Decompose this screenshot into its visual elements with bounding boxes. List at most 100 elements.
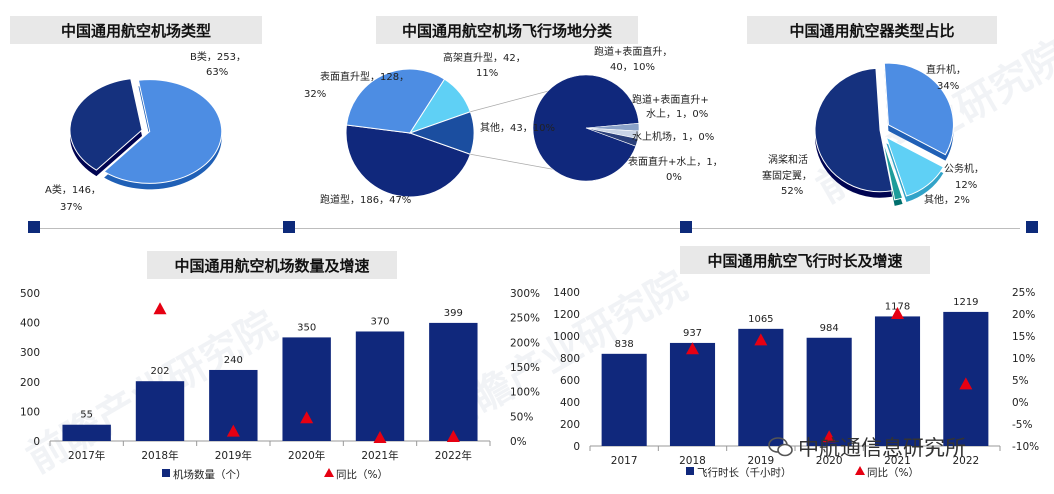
y-tick-label: 600 [560,375,580,387]
slice-percent: 52% [781,186,803,197]
bar [874,316,921,446]
slice-label: 高架直升型，42， [443,51,526,64]
bar-value-label: 202 [150,366,169,377]
bar [282,337,331,441]
category-label: 2018年 [141,449,178,462]
bar-value-label: 838 [615,339,634,350]
growth-marker [822,430,836,443]
category-label: 2021 [884,455,911,467]
detail-label: 跑道+表面直升， [594,45,672,58]
slice-percent: 34% [937,81,959,92]
section-marker [680,221,692,233]
growth-marker [300,411,314,424]
category-label: 2022 [952,455,979,467]
bar [135,381,185,441]
growth-marker [226,424,240,437]
y2-tick-label: 20% [1012,309,1035,321]
y-tick-label: 200 [560,419,580,431]
slice-label: 其他，43，10% [480,121,555,134]
bar [806,337,852,446]
category-label: 2022年 [435,449,472,462]
bar-value-label: 1178 [885,301,910,312]
bar [601,353,647,446]
y-tick-label: 400 [560,397,580,409]
detail-label: 表面直升+水上，1， [628,155,723,168]
legend-label: 机场数量（个） [173,468,247,481]
bar-value-label: 984 [820,323,839,334]
slice-label: 塞固定翼， [762,169,812,182]
section-marker [1026,221,1038,233]
detail-label: 跑道+表面直升+ [632,93,709,106]
y2-tick-label: 100% [510,387,540,399]
slice-label: 公务机， [944,162,984,175]
bar [738,328,784,446]
slice-label: 跑道型，186，47% [320,193,411,206]
growth-marker [373,431,387,444]
slice-percent: 37% [60,202,82,213]
legend-swatch-bar [162,469,170,477]
y2-tick-label: 25% [1012,287,1035,299]
slice-label: 直升机， [926,63,966,76]
category-label: 2017 [611,455,638,467]
y-tick-label: 0 [573,441,580,453]
y-tick-label: 100 [20,406,40,418]
legend-swatch-growth [855,466,865,475]
growth-marker [754,333,768,346]
slice-percent: 12% [955,180,977,191]
chart4-title: 中国通用航空机场数量及增速 [147,251,397,279]
detail-pie-slice [585,127,639,147]
source-text: 中航通信息研究所 [798,436,966,460]
y2-tick-label: 200% [510,337,540,349]
legend-swatch-bar [686,467,694,475]
slice-label: B类，253， [190,50,246,63]
y2-tick-label: 15% [1012,331,1035,343]
growth-marker [446,430,460,443]
pie-slice [103,79,223,184]
bar-value-label: 240 [224,355,243,366]
slice-label: 涡桨和活 [768,153,808,166]
y2-tick-label: -5% [1012,419,1032,431]
y2-tick-label: 0% [510,436,527,448]
y2-tick-label: 300% [510,288,540,300]
category-label: 2021年 [361,449,398,462]
source-badge: 中航通信息研究所 [768,432,966,462]
growth-marker [686,342,699,355]
legend-label: 飞行时长（千小时） [697,466,792,479]
category-label: 2017年 [68,449,105,462]
bar [429,322,478,441]
y-tick-label: 200 [20,377,40,389]
growth-marker [891,307,904,319]
slice-percent: 11% [476,68,498,79]
bar-value-label: 55 [80,410,93,421]
y2-tick-label: 0% [1012,397,1029,409]
y-tick-label: 300 [20,347,40,359]
chart1-title: 中国通用航空机场类型 [10,16,262,44]
detail-label: 0% [666,172,682,183]
y-tick-label: 400 [20,318,40,330]
y2-tick-label: 150% [510,362,540,374]
pie-slice [814,67,893,193]
detail-pie-slice [532,74,640,182]
bar-value-label: 350 [297,322,316,333]
y-tick-label: 1000 [553,331,580,343]
growth-marker [153,302,167,315]
category-label: 2018 [679,455,706,467]
y-tick-label: 500 [20,288,40,300]
y-tick-label: 1200 [553,309,580,321]
pie-slice [69,78,143,171]
section-marker [283,221,295,233]
y2-tick-label: 10% [1012,353,1035,365]
bar [355,331,405,441]
bar-value-label: 399 [444,308,463,319]
divider-line [40,228,1020,229]
slice-label: 表面直升型，128， [320,70,409,83]
legend-swatch-growth [324,468,334,477]
y2-tick-label: -10% [1012,441,1039,453]
pie-slice [881,139,904,201]
slice-percent: 32% [304,89,326,100]
